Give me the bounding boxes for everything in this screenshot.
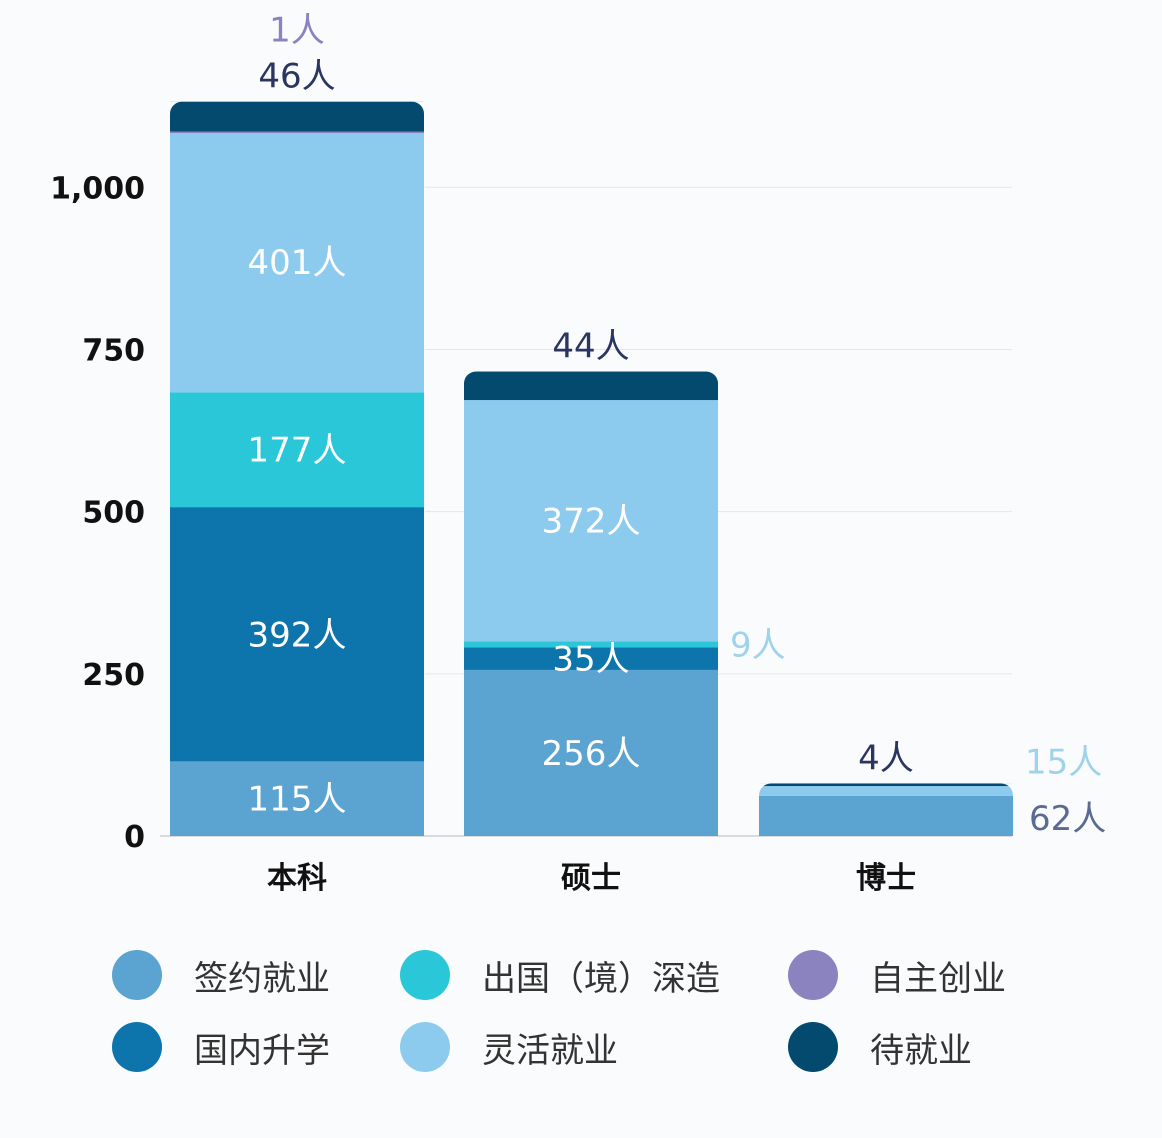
legend-label: 自主创业	[870, 958, 1006, 999]
data-label: 46人	[258, 57, 335, 97]
x-tick-label: 硕士	[561, 861, 621, 896]
legend-item: 签约就业	[112, 950, 400, 1000]
data-label: 372人	[542, 502, 641, 542]
y-tick-label: 500	[82, 496, 145, 531]
data-label: 256人	[542, 734, 641, 774]
data-label: 35人	[552, 640, 629, 680]
bar-segment-本科-出国（境）深造	[170, 392, 424, 508]
y-tick-label: 0	[124, 820, 145, 855]
legend-label: 灵活就业	[482, 1030, 618, 1071]
bar-segment-本科-待就业	[170, 101, 424, 132]
bar-segment-博士-签约就业	[759, 795, 1013, 836]
bar-segment-本科-自主创业	[170, 131, 424, 134]
legend-label: 出国（境）深造	[482, 958, 720, 999]
legend-item: 国内升学	[112, 1022, 400, 1072]
legend-item: 自主创业	[788, 950, 1088, 1000]
data-label: 1人	[269, 11, 325, 51]
bar-segment-本科-灵活就业	[170, 132, 424, 393]
legend-marker	[400, 1022, 450, 1072]
y-tick-label: 1,000	[50, 171, 145, 206]
bar-segment-硕士-待就业	[464, 371, 718, 401]
y-tick-label: 750	[82, 333, 145, 368]
bar-segment-博士-待就业	[759, 783, 1013, 787]
legend-marker	[112, 950, 162, 1000]
legend-label: 待就业	[870, 1030, 972, 1071]
data-label: 115人	[248, 780, 347, 820]
bar-segment-硕士-出国（境）深造	[464, 641, 718, 648]
bar-segment-硕士-国内升学	[464, 647, 718, 670]
data-label: 62人	[1029, 799, 1106, 839]
legend-item: 灵活就业	[400, 1022, 788, 1072]
x-tick-label: 本科	[267, 861, 327, 896]
bar-segment-本科-国内升学	[170, 507, 424, 762]
legend-marker	[788, 950, 838, 1000]
data-label: 177人	[248, 431, 347, 471]
data-label: 44人	[552, 327, 629, 367]
data-label: 15人	[1025, 742, 1102, 782]
data-label: 401人	[248, 243, 347, 283]
legend-label: 签约就业	[194, 958, 330, 999]
legend-item: 出国（境）深造	[400, 950, 788, 1000]
y-tick-label: 250	[82, 658, 145, 693]
legend: 签约就业 出国（境）深造 自主创业国内升学 灵活就业 待就业	[112, 950, 1088, 1072]
bar-segment-本科-签约就业	[170, 761, 424, 836]
legend-label: 国内升学	[194, 1030, 330, 1071]
x-tick-label: 博士	[856, 861, 916, 896]
legend-marker	[400, 950, 450, 1000]
bar-segment-博士-灵活就业	[759, 786, 1013, 796]
bar-segment-硕士-签约就业	[464, 669, 718, 836]
data-label: 9人	[730, 625, 786, 665]
legend-marker	[788, 1022, 838, 1072]
data-label: 4人	[858, 738, 914, 778]
legend-marker	[112, 1022, 162, 1072]
data-label: 392人	[248, 615, 347, 655]
bar-segment-硕士-灵活就业	[464, 400, 718, 642]
legend-item: 待就业	[788, 1022, 1088, 1072]
